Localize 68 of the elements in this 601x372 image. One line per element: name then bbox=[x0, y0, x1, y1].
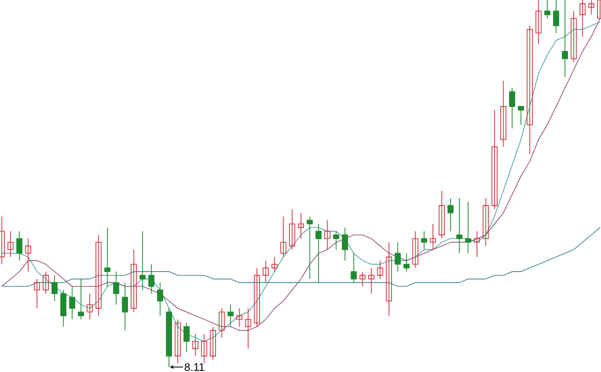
candlestick bbox=[412, 230, 418, 268]
annotation: 8.11 bbox=[184, 363, 204, 371]
candlestick bbox=[430, 224, 436, 250]
candlestick bbox=[377, 260, 384, 280]
candlestick bbox=[113, 271, 120, 306]
candlestick bbox=[386, 242, 392, 316]
candlestick bbox=[368, 268, 374, 294]
candlestick bbox=[86, 293, 93, 320]
candlestick bbox=[482, 198, 489, 246]
candlestick bbox=[535, 0, 542, 44]
candlestick bbox=[579, 0, 586, 38]
candlestick bbox=[544, 0, 550, 19]
candlestick bbox=[78, 278, 84, 320]
candlestick bbox=[262, 260, 269, 284]
candlestick bbox=[184, 322, 190, 353]
candlestick bbox=[201, 334, 208, 364]
candlestick bbox=[316, 224, 322, 284]
candlestick bbox=[96, 234, 102, 316]
candlestick bbox=[456, 198, 462, 254]
candlestick bbox=[16, 230, 22, 262]
candlestick bbox=[342, 227, 348, 262]
candlestick bbox=[8, 230, 14, 258]
candlestick bbox=[306, 216, 313, 280]
candlestick bbox=[447, 198, 454, 232]
candlestick bbox=[122, 282, 128, 331]
candlestick bbox=[228, 304, 234, 328]
candlestick bbox=[465, 202, 472, 254]
candlestick bbox=[42, 271, 49, 294]
candlestick bbox=[192, 334, 198, 356]
candlestick bbox=[298, 212, 304, 240]
candlestick bbox=[69, 286, 76, 320]
candlestick bbox=[324, 220, 330, 250]
candlestick bbox=[360, 271, 366, 287]
candlestick bbox=[474, 230, 480, 258]
candlestick bbox=[570, 10, 577, 63]
candlestick bbox=[562, 0, 568, 78]
candlestick bbox=[438, 190, 445, 240]
candlestick bbox=[518, 106, 524, 126]
candlestick bbox=[34, 278, 40, 309]
candlestick bbox=[148, 264, 154, 294]
candlestick bbox=[289, 208, 296, 250]
candlestick bbox=[254, 268, 260, 328]
candlestick bbox=[333, 230, 340, 250]
candlestick bbox=[0, 216, 5, 265]
candlestick bbox=[350, 252, 357, 284]
candlestick bbox=[421, 230, 428, 250]
candlestick bbox=[245, 308, 252, 350]
candlestick bbox=[104, 227, 110, 287]
candlestick bbox=[500, 80, 506, 148]
candlestick bbox=[236, 308, 242, 328]
candlestick bbox=[394, 242, 401, 272]
candlestick bbox=[509, 88, 516, 129]
candlestick bbox=[174, 318, 181, 364]
candlestick bbox=[210, 326, 216, 360]
candlestick bbox=[553, 0, 560, 34]
candlestick bbox=[140, 230, 146, 290]
candlestick bbox=[60, 290, 66, 328]
candlestick bbox=[130, 249, 137, 312]
candlestick bbox=[272, 256, 278, 272]
candlestick bbox=[280, 216, 286, 258]
candlestick bbox=[588, 0, 594, 16]
candlestick bbox=[52, 274, 58, 302]
candlestick bbox=[491, 110, 498, 210]
candlestick bbox=[404, 252, 410, 272]
candlestick bbox=[218, 308, 225, 338]
candlestick bbox=[25, 238, 32, 272]
candlestick bbox=[526, 25, 533, 155]
candlestick bbox=[157, 282, 164, 316]
